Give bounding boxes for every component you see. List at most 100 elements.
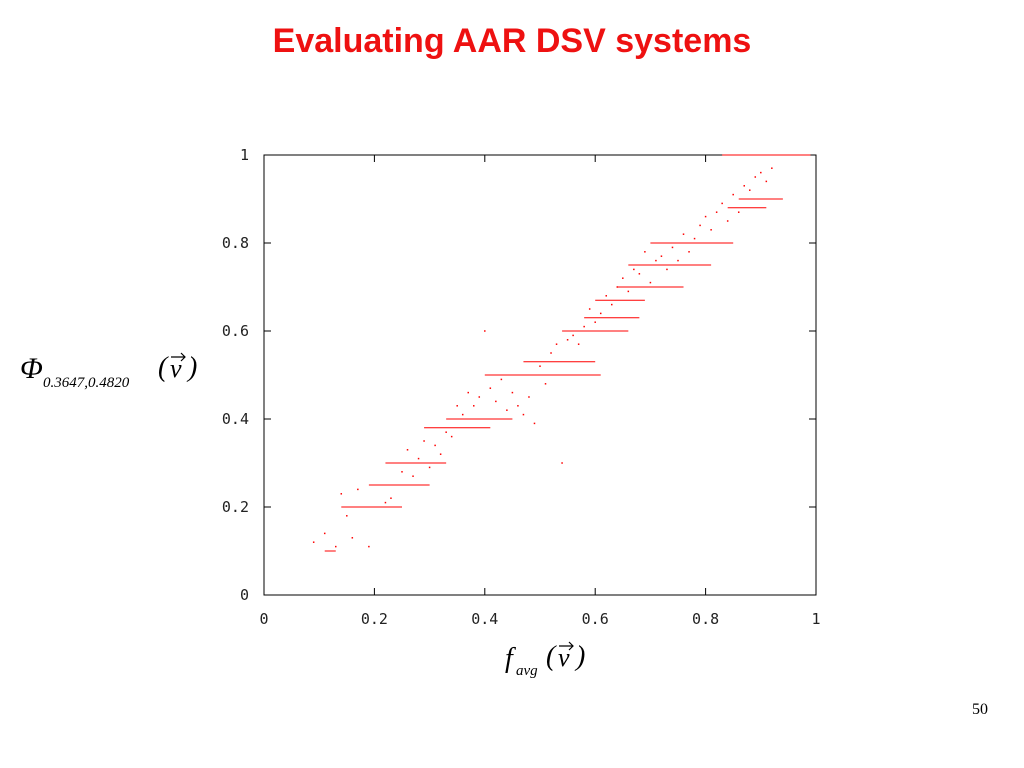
data-point — [588, 308, 591, 310]
plot-frame — [263, 154, 817, 596]
data-point — [500, 378, 503, 381]
data-point — [594, 321, 596, 323]
data-point — [406, 449, 409, 451]
data-point — [456, 405, 458, 407]
data-point — [423, 440, 425, 442]
x-tick-label: 0.6 — [582, 610, 609, 628]
data-point — [566, 339, 569, 341]
data-point — [638, 273, 641, 275]
data-point — [357, 488, 359, 491]
data-point — [666, 268, 668, 271]
x-tick-label: 0.2 — [361, 610, 388, 628]
x-label-var: v — [558, 643, 570, 672]
data-point — [688, 251, 690, 253]
y-tick-label: 0.6 — [222, 322, 249, 340]
data-point — [771, 167, 773, 169]
data-point — [671, 246, 674, 249]
data-point — [555, 343, 558, 345]
data-point — [335, 545, 337, 548]
data-point — [495, 400, 497, 403]
data-point — [417, 457, 420, 460]
data-point — [478, 396, 481, 398]
data-point — [312, 541, 315, 543]
data-point — [528, 396, 530, 398]
axis-ticks: 0 0.2 0.4 0.6 0.8 1 0 0.2 0.4 0.6 0.8 1 — [222, 146, 821, 628]
data-point — [633, 268, 635, 271]
y-label-paren-open: ( — [158, 352, 169, 383]
data-points — [312, 167, 773, 548]
data-point — [699, 224, 701, 227]
data-point — [715, 211, 718, 213]
x-label-paren-close: ) — [574, 641, 585, 672]
data-point — [622, 277, 624, 279]
data-point — [522, 413, 525, 416]
data-point — [561, 462, 563, 464]
data-point — [384, 501, 387, 504]
data-point — [323, 532, 326, 535]
data-point — [489, 387, 492, 389]
y-vector-arrow-icon — [171, 352, 186, 362]
data-point — [390, 497, 392, 499]
data-point — [732, 193, 734, 196]
x-label-subscript: avg — [516, 663, 538, 679]
data-point — [644, 251, 646, 253]
data-point — [351, 537, 354, 539]
data-point — [412, 475, 414, 477]
x-label-paren-open: ( — [546, 641, 557, 672]
data-point — [401, 471, 403, 473]
data-point — [550, 352, 552, 354]
data-point — [726, 220, 729, 222]
data-point — [340, 493, 343, 495]
data-point — [655, 259, 657, 262]
data-point — [346, 515, 348, 517]
data-point — [467, 391, 469, 394]
data-point — [517, 405, 519, 407]
data-point — [765, 180, 768, 183]
level-runs — [324, 154, 811, 552]
data-point — [368, 545, 370, 548]
y-label-paren-close: ) — [186, 352, 197, 383]
x-tick-label: 1 — [811, 610, 820, 628]
y-tick-label: 0.8 — [222, 234, 249, 252]
data-point — [473, 405, 475, 407]
data-point — [583, 325, 585, 328]
data-point — [428, 466, 431, 469]
data-point — [434, 444, 436, 447]
y-tick-label: 0.4 — [222, 410, 249, 428]
y-label-symbol: Φ — [20, 352, 43, 385]
x-vector-arrow-icon — [559, 641, 574, 651]
data-point — [616, 286, 619, 288]
data-point — [677, 259, 679, 262]
data-point — [737, 211, 740, 213]
data-point — [450, 435, 453, 438]
data-point — [721, 202, 723, 205]
y-tick-label: 0.2 — [222, 498, 249, 516]
x-tick-label: 0.4 — [471, 610, 498, 628]
data-point — [749, 189, 751, 191]
data-point — [605, 295, 607, 297]
x-tick-label: 0.8 — [692, 610, 719, 628]
y-tick-label: 1 — [240, 146, 249, 164]
data-point — [743, 185, 745, 187]
data-point — [572, 334, 574, 337]
data-point — [710, 229, 712, 231]
data-point — [682, 233, 685, 235]
data-point — [599, 312, 602, 315]
data-point — [533, 422, 536, 425]
y-label-var: v — [170, 354, 182, 383]
data-point — [704, 215, 707, 218]
data-point — [577, 343, 580, 345]
y-tick-label: 0 — [240, 586, 249, 604]
y-label-subscript: 0.3647,0.4820 — [43, 375, 130, 391]
x-label-symbol: f — [505, 643, 516, 674]
slide-title: Evaluating AAR DSV systems — [272, 22, 752, 60]
data-point — [439, 453, 442, 455]
data-point — [461, 413, 464, 416]
data-point — [539, 365, 541, 367]
data-point — [760, 171, 762, 174]
data-point — [693, 237, 696, 240]
data-point — [445, 431, 447, 433]
data-point — [611, 303, 613, 306]
x-tick-label: 0 — [259, 610, 268, 628]
data-point — [627, 290, 630, 293]
